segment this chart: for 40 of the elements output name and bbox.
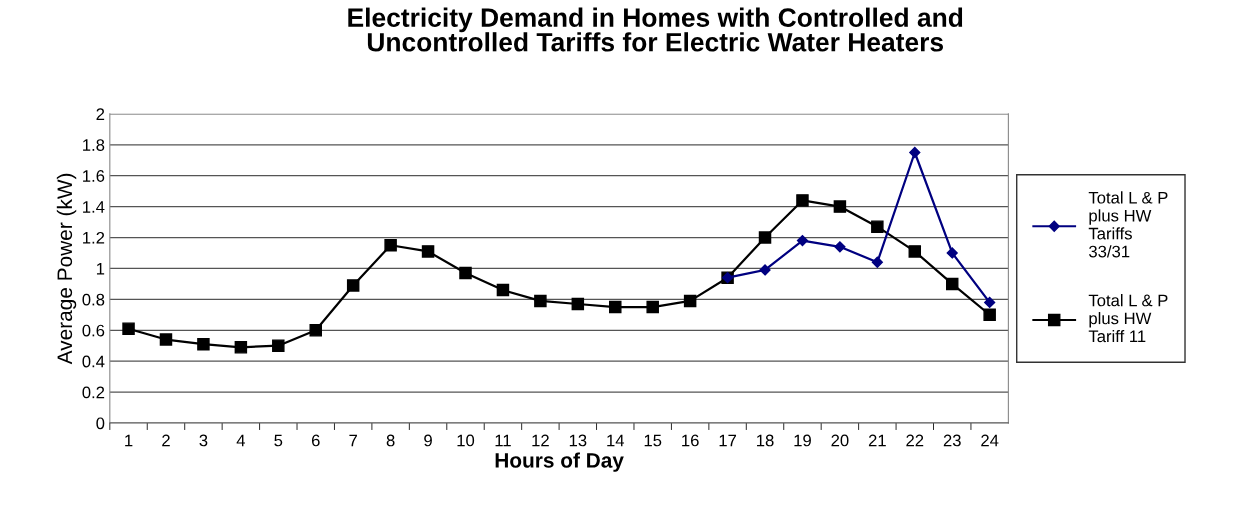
x-tick-label: 4 bbox=[236, 434, 246, 447]
y-tick-label: 1.2 bbox=[83, 231, 105, 244]
y-tick-label: 1.8 bbox=[83, 139, 105, 151]
x-tick-label: 6 bbox=[311, 434, 320, 447]
x-tick-label: 21 bbox=[868, 434, 886, 447]
x-axis-title: Hours of Day bbox=[495, 452, 624, 472]
y-tick-label: 1 bbox=[96, 263, 105, 275]
x-tick-label: 2 bbox=[162, 434, 170, 447]
x-tick-label: 5 bbox=[274, 434, 283, 447]
legend-label: Total L & P plus HW Tariff 11 bbox=[1088, 294, 1168, 343]
x-tick-label: 20 bbox=[831, 434, 849, 447]
x-tick-label: 3 bbox=[199, 434, 208, 447]
y-tick-label: 1.4 bbox=[83, 201, 105, 213]
x-tick-label: 24 bbox=[981, 434, 999, 447]
x-tick-label: 18 bbox=[757, 434, 774, 447]
x-tick-label: 11 bbox=[495, 434, 511, 447]
x-tick-label: 19 bbox=[794, 434, 811, 447]
y-tick-label: 0.4 bbox=[82, 355, 105, 368]
x-tick-label: 9 bbox=[424, 434, 432, 447]
x-tick-label: 1 bbox=[125, 434, 133, 447]
x-tick-label: 8 bbox=[386, 434, 395, 447]
y-tick-label: 0.6 bbox=[82, 324, 105, 337]
legend-label: Total L & P plus HW Tariffs 33/31 bbox=[1088, 191, 1168, 258]
x-tick-label: 23 bbox=[943, 434, 961, 447]
x-tick-label: 7 bbox=[349, 434, 357, 447]
x-tick-label: 12 bbox=[532, 434, 549, 447]
x-tick-label: 15 bbox=[644, 434, 662, 447]
x-tick-label: 17 bbox=[719, 434, 737, 447]
y-tick-label: 0 bbox=[96, 417, 105, 430]
y-tick-label: 0.2 bbox=[82, 386, 105, 399]
y-tick-label: 2 bbox=[96, 108, 105, 120]
x-tick-label: 22 bbox=[906, 434, 924, 447]
x-tick-label: 14 bbox=[607, 434, 625, 447]
y-tick-label: 1.6 bbox=[83, 170, 105, 182]
x-tick-label: 10 bbox=[457, 434, 475, 447]
y-tick-label: 0.8 bbox=[82, 293, 105, 306]
x-tick-label: 13 bbox=[569, 434, 587, 447]
y-axis-title: Average Power (kW) bbox=[56, 173, 77, 365]
x-tick-label: 16 bbox=[682, 434, 699, 447]
chart-title: Electricity Demand in Homes with Controlled and Uncontrolled Tariffs for Electric Water Heaters bbox=[348, 7, 963, 52]
